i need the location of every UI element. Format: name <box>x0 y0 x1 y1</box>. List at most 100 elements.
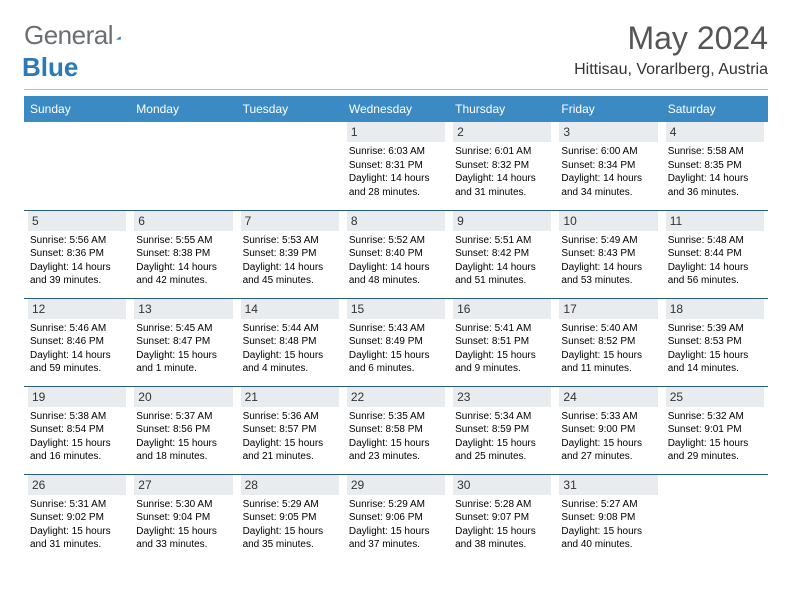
day-cell: 27 Sunrise: 5:30 AMSunset: 9:04 PMDayligh… <box>130 474 236 562</box>
day-details: Sunrise: 6:03 AMSunset: 8:31 PMDaylight:… <box>349 145 443 199</box>
day-cell: 1 Sunrise: 6:03 AMSunset: 8:31 PMDaylight… <box>343 122 449 210</box>
dow-cell: Monday <box>130 96 236 122</box>
logo: General <box>24 20 142 51</box>
logo-text-1: General <box>24 20 113 51</box>
day-cell: 30 Sunrise: 5:28 AMSunset: 9:07 PMDayligh… <box>449 474 555 562</box>
dow-cell: Friday <box>555 96 661 122</box>
day-cell: 4 Sunrise: 5:58 AMSunset: 8:35 PMDaylight… <box>662 122 768 210</box>
day-cell: 26 Sunrise: 5:31 AMSunset: 9:02 PMDayligh… <box>24 474 130 562</box>
day-number: 4 <box>666 122 764 142</box>
day-details: Sunrise: 5:52 AMSunset: 8:40 PMDaylight:… <box>349 234 443 288</box>
title-block: May 2024 Hittisau, Vorarlberg, Austria <box>574 20 768 79</box>
week-row: 1 Sunrise: 6:03 AMSunset: 8:31 PMDaylight… <box>24 122 768 210</box>
logo-text-2: Blue <box>22 52 78 82</box>
day-number: 6 <box>134 211 232 231</box>
day-details: Sunrise: 5:29 AMSunset: 9:06 PMDaylight:… <box>349 498 443 552</box>
week-row: 26 Sunrise: 5:31 AMSunset: 9:02 PMDayligh… <box>24 474 768 562</box>
day-number: 3 <box>559 122 657 142</box>
day-cell: 11 Sunrise: 5:48 AMSunset: 8:44 PMDayligh… <box>662 210 768 298</box>
day-number: 8 <box>347 211 445 231</box>
day-details: Sunrise: 5:53 AMSunset: 8:39 PMDaylight:… <box>243 234 337 288</box>
location-subtitle: Hittisau, Vorarlberg, Austria <box>574 61 768 79</box>
day-details: Sunrise: 5:41 AMSunset: 8:51 PMDaylight:… <box>455 322 549 376</box>
day-number: 16 <box>453 299 551 319</box>
day-cell <box>237 122 343 210</box>
day-cell: 29 Sunrise: 5:29 AMSunset: 9:06 PMDayligh… <box>343 474 449 562</box>
day-cell: 28Sunrise: 5:29 AMSunset: 9:05 PMDayligh… <box>237 474 343 562</box>
day-number: 19 <box>28 387 126 407</box>
day-cell: 12 Sunrise: 5:46 AMSunset: 8:46 PMDayligh… <box>24 298 130 386</box>
day-number: 23 <box>453 387 551 407</box>
day-cell: 17Sunrise: 5:40 AMSunset: 8:52 PMDayligh… <box>555 298 661 386</box>
day-details: Sunrise: 5:48 AMSunset: 8:44 PMDaylight:… <box>668 234 762 288</box>
day-number: 12 <box>28 299 126 319</box>
day-number: 21 <box>241 387 339 407</box>
day-cell: 24Sunrise: 5:33 AMSunset: 9:00 PMDayligh… <box>555 386 661 474</box>
day-cell: 23 Sunrise: 5:34 AMSunset: 8:59 PMDayligh… <box>449 386 555 474</box>
day-number: 1 <box>347 122 445 142</box>
day-cell: 13 Sunrise: 5:45 AMSunset: 8:47 PMDayligh… <box>130 298 236 386</box>
day-cell: 14 Sunrise: 5:44 AMSunset: 8:48 PMDayligh… <box>237 298 343 386</box>
day-details: Sunrise: 5:34 AMSunset: 8:59 PMDaylight:… <box>455 410 549 464</box>
day-details: Sunrise: 5:40 AMSunset: 8:52 PMDaylight:… <box>561 322 655 376</box>
day-number: 7 <box>241 211 339 231</box>
day-number: 20 <box>134 387 232 407</box>
dow-cell: Sunday <box>24 96 130 122</box>
day-cell: 6 Sunrise: 5:55 AMSunset: 8:38 PMDaylight… <box>130 210 236 298</box>
day-details: Sunrise: 5:55 AMSunset: 8:38 PMDaylight:… <box>136 234 230 288</box>
day-number: 24 <box>559 387 657 407</box>
day-details: Sunrise: 5:45 AMSunset: 8:47 PMDaylight:… <box>136 322 230 376</box>
day-of-week-header: SundayMondayTuesdayWednesdayThursdayFrid… <box>24 96 768 122</box>
dow-cell: Wednesday <box>343 96 449 122</box>
day-details: Sunrise: 5:36 AMSunset: 8:57 PMDaylight:… <box>243 410 337 464</box>
day-cell: 8 Sunrise: 5:52 AMSunset: 8:40 PMDaylight… <box>343 210 449 298</box>
month-title: May 2024 <box>574 20 768 57</box>
day-cell <box>662 474 768 562</box>
day-details: Sunrise: 6:00 AMSunset: 8:34 PMDaylight:… <box>561 145 655 199</box>
day-number: 9 <box>453 211 551 231</box>
day-details: Sunrise: 5:28 AMSunset: 9:07 PMDaylight:… <box>455 498 549 552</box>
day-number: 5 <box>28 211 126 231</box>
day-number: 29 <box>347 475 445 495</box>
day-number: 2 <box>453 122 551 142</box>
day-cell <box>130 122 236 210</box>
day-cell <box>24 122 130 210</box>
day-cell: 20 Sunrise: 5:37 AMSunset: 8:56 PMDayligh… <box>130 386 236 474</box>
day-details: Sunrise: 5:29 AMSunset: 9:05 PMDaylight:… <box>243 498 337 552</box>
dow-cell: Saturday <box>662 96 768 122</box>
day-cell: 2 Sunrise: 6:01 AMSunset: 8:32 PMDaylight… <box>449 122 555 210</box>
day-number: 22 <box>347 387 445 407</box>
day-number: 26 <box>28 475 126 495</box>
day-details: Sunrise: 5:32 AMSunset: 9:01 PMDaylight:… <box>668 410 762 464</box>
calendar-table: SundayMondayTuesdayWednesdayThursdayFrid… <box>24 96 768 562</box>
day-details: Sunrise: 5:44 AMSunset: 8:48 PMDaylight:… <box>243 322 337 376</box>
day-number: 27 <box>134 475 232 495</box>
day-details: Sunrise: 5:37 AMSunset: 8:56 PMDaylight:… <box>136 410 230 464</box>
day-number: 11 <box>666 211 764 231</box>
day-details: Sunrise: 5:58 AMSunset: 8:35 PMDaylight:… <box>668 145 762 199</box>
day-cell: 31Sunrise: 5:27 AMSunset: 9:08 PMDayligh… <box>555 474 661 562</box>
day-cell: 22Sunrise: 5:35 AMSunset: 8:58 PMDayligh… <box>343 386 449 474</box>
day-cell: 9Sunrise: 5:51 AMSunset: 8:42 PMDaylight… <box>449 210 555 298</box>
day-details: Sunrise: 5:46 AMSunset: 8:46 PMDaylight:… <box>30 322 124 376</box>
dow-cell: Tuesday <box>237 96 343 122</box>
day-details: Sunrise: 6:01 AMSunset: 8:32 PMDaylight:… <box>455 145 549 199</box>
day-number: 30 <box>453 475 551 495</box>
dow-cell: Thursday <box>449 96 555 122</box>
day-number: 15 <box>347 299 445 319</box>
week-row: 5 Sunrise: 5:56 AMSunset: 8:36 PMDaylight… <box>24 210 768 298</box>
day-number: 14 <box>241 299 339 319</box>
day-details: Sunrise: 5:38 AMSunset: 8:54 PMDaylight:… <box>30 410 124 464</box>
logo-triangle-icon <box>116 29 121 47</box>
day-cell: 16 Sunrise: 5:41 AMSunset: 8:51 PMDayligh… <box>449 298 555 386</box>
day-number: 13 <box>134 299 232 319</box>
day-details: Sunrise: 5:56 AMSunset: 8:36 PMDaylight:… <box>30 234 124 288</box>
day-cell: 18 Sunrise: 5:39 AMSunset: 8:53 PMDayligh… <box>662 298 768 386</box>
day-details: Sunrise: 5:31 AMSunset: 9:02 PMDaylight:… <box>30 498 124 552</box>
day-cell: 25Sunrise: 5:32 AMSunset: 9:01 PMDayligh… <box>662 386 768 474</box>
day-number: 18 <box>666 299 764 319</box>
day-details: Sunrise: 5:39 AMSunset: 8:53 PMDaylight:… <box>668 322 762 376</box>
day-cell: 10Sunrise: 5:49 AMSunset: 8:43 PMDayligh… <box>555 210 661 298</box>
day-details: Sunrise: 5:30 AMSunset: 9:04 PMDaylight:… <box>136 498 230 552</box>
week-row: 19 Sunrise: 5:38 AMSunset: 8:54 PMDayligh… <box>24 386 768 474</box>
